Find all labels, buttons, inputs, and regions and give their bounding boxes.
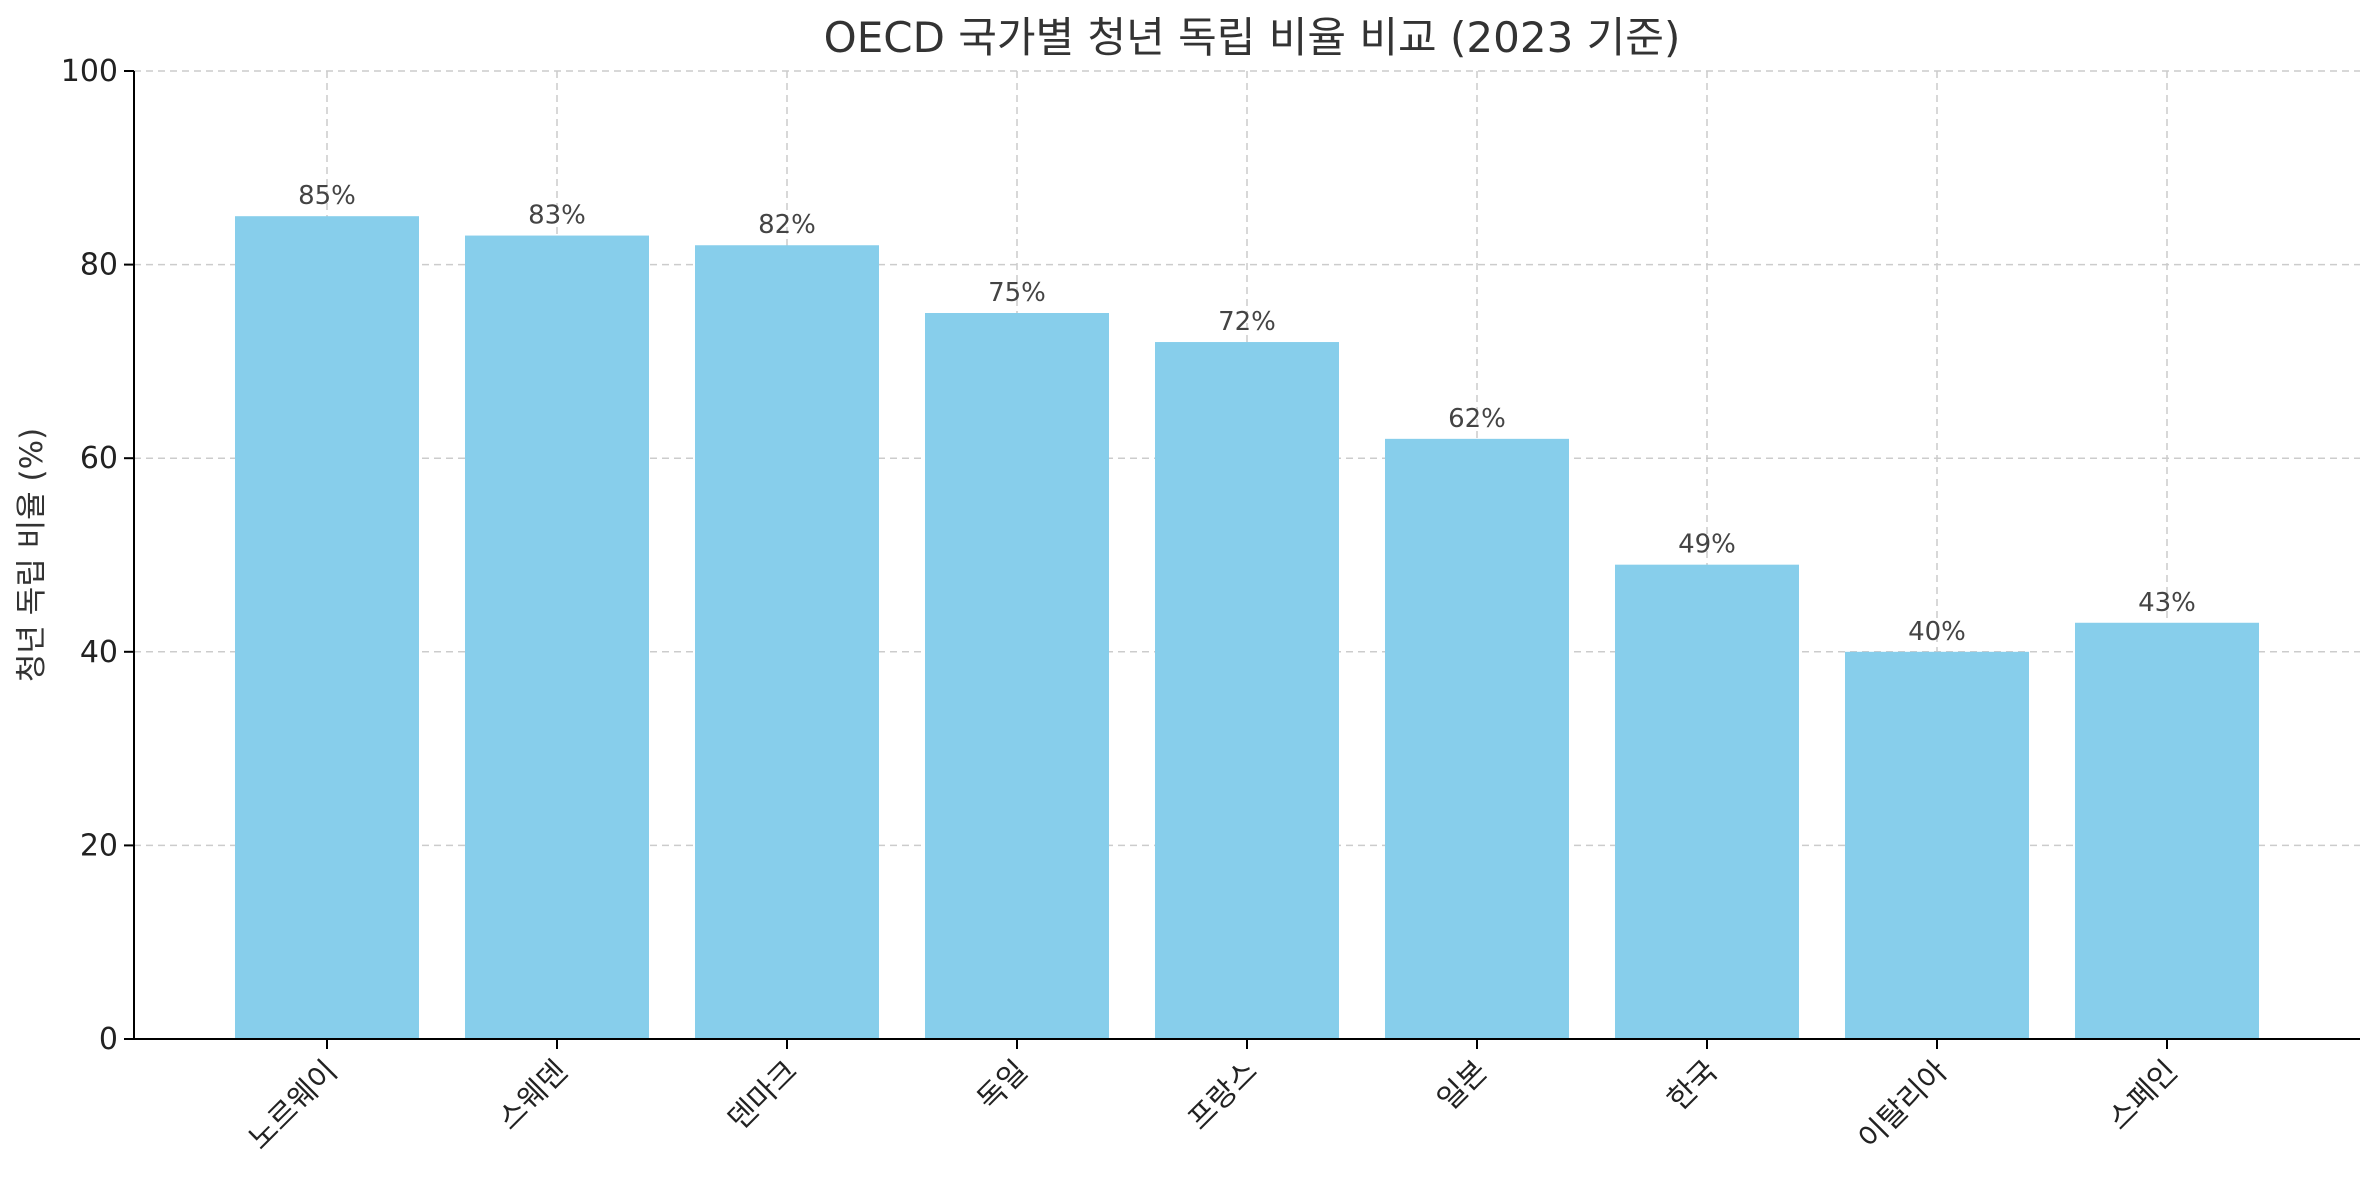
y-tick-label: 20 [80, 828, 118, 863]
x-tick-label: 스웨덴 [491, 1054, 574, 1137]
bar-data-label: 83% [528, 201, 586, 231]
bar [695, 245, 879, 1040]
bar-data-label: 49% [1678, 530, 1736, 560]
x-tick-label: 스페인 [2101, 1054, 2184, 1137]
bar [235, 216, 419, 1039]
x-tick-label: 한국 [1661, 1054, 1725, 1118]
bar [925, 313, 1109, 1039]
bars [235, 216, 2259, 1040]
y-ticks: 0 20 40 60 80 100 [61, 54, 134, 1057]
bar [1155, 342, 1339, 1039]
y-tick-label: 60 [80, 441, 118, 476]
bar [1845, 651, 2029, 1039]
bar-data-label: 85% [298, 181, 356, 211]
bar [1385, 438, 1569, 1040]
bar [1615, 564, 1799, 1039]
bar-data-label: 72% [1218, 307, 1276, 337]
bar [465, 235, 649, 1039]
x-tick-label: 일본 [1431, 1054, 1495, 1118]
y-tick-label: 40 [80, 635, 118, 670]
x-tick-label: 프랑스 [1181, 1054, 1264, 1137]
bar-data-label: 43% [2138, 588, 2196, 618]
bar [2075, 622, 2259, 1039]
bar-data-label: 62% [1448, 404, 1506, 434]
y-tick-label: 100 [61, 54, 118, 89]
chart-title: OECD 국가별 청년 독립 비율 비교 (2023 기준) [824, 13, 1681, 62]
y-tick-label: 80 [80, 248, 118, 283]
x-tick-label: 노르웨이 [242, 1054, 345, 1157]
x-tick-label: 독일 [971, 1054, 1035, 1118]
x-tick-label: 덴마크 [721, 1054, 804, 1137]
y-tick-label: 0 [99, 1022, 118, 1057]
y-axis-label: 청년 독립 비율 (%) [14, 428, 50, 682]
x-ticks: 노르웨이 스웨덴 덴마크 독일 프랑스 일본 한국 이탈리아 스페인 [242, 1039, 2185, 1157]
data-labels: 85% 83% 82% 75% 72% 62% 49% 40% 43% [298, 181, 2196, 647]
bar-data-label: 75% [988, 278, 1046, 308]
bar-data-label: 40% [1908, 617, 1966, 647]
bar-data-label: 82% [758, 210, 816, 240]
x-tick-label: 이탈리아 [1852, 1054, 1955, 1157]
